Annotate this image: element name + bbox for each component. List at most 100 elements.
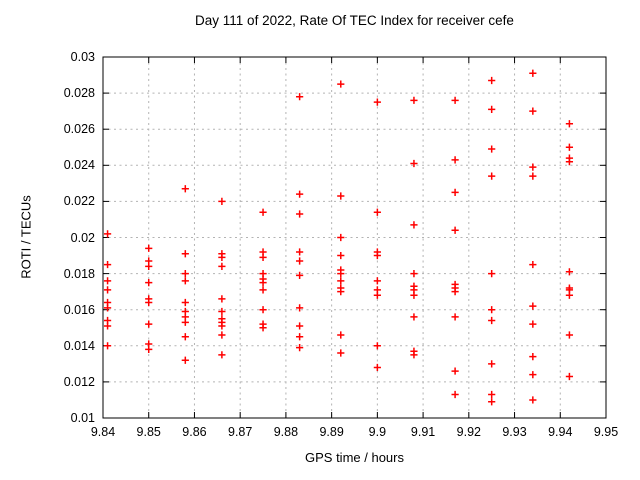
y-tick-label: 0.018 bbox=[63, 266, 95, 281]
data-point-marker bbox=[337, 331, 345, 339]
data-point-marker bbox=[373, 363, 381, 372]
data-point-marker bbox=[103, 277, 112, 285]
data-point-marker bbox=[529, 163, 537, 171]
data-point-marker bbox=[259, 324, 267, 332]
data-point-marker bbox=[145, 279, 153, 287]
data-point-marker bbox=[181, 333, 189, 341]
data-point-marker bbox=[565, 372, 574, 381]
data-point-marker bbox=[529, 320, 537, 328]
data-point-marker bbox=[529, 302, 537, 310]
data-point-marker bbox=[410, 351, 418, 359]
data-point-marker bbox=[218, 322, 226, 330]
y-tick-label: 0.026 bbox=[63, 122, 95, 137]
y-tick-label: 0.014 bbox=[63, 338, 95, 353]
data-point-marker bbox=[529, 69, 537, 77]
data-point-marker bbox=[145, 320, 153, 328]
data-point-marker bbox=[218, 331, 226, 339]
data-point-marker bbox=[296, 271, 304, 280]
data-point-marker bbox=[451, 188, 459, 196]
data-point-marker bbox=[145, 244, 153, 252]
data-point-marker bbox=[181, 270, 189, 278]
data-point-marker bbox=[373, 251, 381, 260]
data-point-marker bbox=[410, 159, 418, 168]
data-point-marker bbox=[103, 304, 112, 312]
data-point-marker bbox=[488, 76, 496, 85]
data-point-marker bbox=[145, 298, 153, 307]
data-point-marker bbox=[296, 257, 304, 265]
data-point-marker bbox=[529, 371, 537, 379]
data-point-marker bbox=[218, 197, 226, 205]
y-tick-label: 0.016 bbox=[63, 302, 95, 317]
data-point-marker bbox=[181, 250, 189, 258]
data-point-marker bbox=[296, 333, 304, 341]
data-point-marker bbox=[529, 107, 537, 115]
data-point-marker bbox=[296, 322, 304, 330]
data-point-marker bbox=[410, 291, 418, 299]
data-point-marker bbox=[259, 306, 267, 314]
data-point-marker bbox=[337, 251, 345, 260]
data-point-marker bbox=[488, 306, 496, 314]
data-point-marker bbox=[103, 260, 112, 269]
data-point-marker bbox=[337, 349, 345, 357]
x-tick-label: 9.93 bbox=[502, 425, 527, 439]
data-point-marker bbox=[529, 260, 537, 269]
data-point-marker bbox=[410, 96, 418, 104]
x-tick-label: 9.85 bbox=[136, 425, 161, 439]
x-tick-label: 9.86 bbox=[182, 425, 207, 439]
data-point-marker bbox=[181, 277, 189, 285]
data-point-marker bbox=[337, 233, 345, 242]
data-point-marker bbox=[565, 120, 574, 128]
y-tick-label: 0.024 bbox=[63, 158, 95, 173]
data-point-marker bbox=[259, 279, 267, 287]
data-point-marker bbox=[259, 208, 267, 216]
data-point-marker bbox=[145, 345, 153, 354]
data-point-marker bbox=[373, 208, 381, 216]
y-tick-label: 0.012 bbox=[63, 374, 95, 389]
data-point-marker bbox=[410, 313, 418, 321]
data-point-marker bbox=[488, 270, 496, 278]
data-point-marker bbox=[103, 286, 112, 294]
data-point-marker bbox=[410, 270, 418, 278]
data-point-marker bbox=[218, 307, 226, 316]
data-point-marker bbox=[488, 316, 496, 325]
data-point-marker bbox=[451, 288, 459, 296]
data-point-marker bbox=[488, 360, 496, 368]
data-point-marker bbox=[218, 351, 226, 359]
data-point-marker bbox=[565, 158, 574, 166]
data-point-marker bbox=[451, 156, 459, 164]
data-point-marker bbox=[259, 253, 267, 261]
x-axis-label: GPS time / hours bbox=[305, 450, 404, 465]
data-point-marker bbox=[373, 342, 381, 350]
data-point-marker bbox=[181, 298, 189, 307]
data-point-marker bbox=[103, 230, 112, 238]
data-point-marker bbox=[296, 248, 304, 256]
data-point-marker bbox=[337, 288, 345, 296]
data-point-marker bbox=[565, 268, 574, 276]
y-tick-label: 0.03 bbox=[70, 50, 95, 64]
data-point-marker bbox=[565, 331, 574, 339]
data-point-marker bbox=[181, 185, 189, 193]
data-point-marker bbox=[337, 192, 345, 200]
x-tick-label: 9.92 bbox=[456, 425, 481, 439]
data-point-marker bbox=[451, 313, 459, 321]
data-point-marker bbox=[488, 390, 496, 399]
data-point-marker bbox=[451, 367, 459, 375]
data-point-marker bbox=[259, 286, 267, 294]
data-point-marker bbox=[296, 190, 304, 198]
data-point-marker bbox=[529, 353, 537, 361]
data-point-marker bbox=[337, 80, 345, 88]
data-point-marker bbox=[373, 291, 381, 299]
data-point-marker bbox=[565, 143, 574, 151]
x-tick-label: 9.84 bbox=[90, 425, 116, 439]
data-point-marker bbox=[296, 93, 304, 101]
data-point-marker bbox=[337, 277, 345, 285]
chart-title: Day 111 of 2022, Rate Of TEC Index for r… bbox=[195, 13, 514, 28]
y-tick-label: 0.022 bbox=[63, 194, 95, 209]
data-point-marker bbox=[451, 390, 459, 399]
data-point-marker bbox=[488, 398, 496, 406]
data-point-marker bbox=[337, 270, 345, 278]
y-axis-label: ROTI / TECUs bbox=[18, 195, 34, 279]
x-tick-label: 9.89 bbox=[319, 425, 344, 439]
data-point-marker bbox=[488, 172, 496, 180]
